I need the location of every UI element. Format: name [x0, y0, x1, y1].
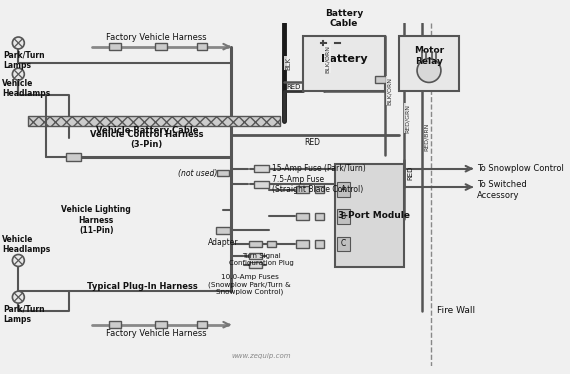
- Text: (not used): (not used): [178, 169, 218, 178]
- Bar: [335, 164, 404, 267]
- Text: Battery: Battery: [321, 53, 368, 64]
- Bar: [375, 76, 386, 83]
- Bar: [154, 43, 166, 50]
- Bar: [197, 43, 207, 50]
- Bar: [267, 241, 276, 247]
- Text: Park/Turn
Lamps: Park/Turn Lamps: [3, 304, 45, 324]
- Text: Vehicle
Headlamps: Vehicle Headlamps: [2, 79, 50, 98]
- Text: Park/Turn
Lamps: Park/Turn Lamps: [3, 50, 45, 70]
- Text: 7.5-Amp Fuse
(Straight Blade Control): 7.5-Amp Fuse (Straight Blade Control): [272, 175, 363, 194]
- Text: 10.0-Amp Fuses
(Snowplow Park/Turn &
Snowplow Control): 10.0-Amp Fuses (Snowplow Park/Turn & Sno…: [208, 274, 291, 295]
- Circle shape: [13, 68, 25, 80]
- Text: RED/GRN: RED/GRN: [405, 104, 410, 133]
- Text: A: A: [340, 185, 346, 194]
- Bar: [249, 262, 262, 268]
- Bar: [109, 43, 121, 50]
- Text: BLK/ORN: BLK/ORN: [386, 77, 392, 105]
- Bar: [337, 183, 349, 197]
- Text: 15-Amp Fuse (Park/Turn): 15-Amp Fuse (Park/Turn): [272, 164, 365, 173]
- Bar: [254, 165, 269, 172]
- Text: BLK: BLK: [285, 56, 291, 70]
- Text: RED: RED: [408, 166, 413, 181]
- Bar: [296, 213, 310, 220]
- Text: RED/BRN: RED/BRN: [424, 122, 429, 151]
- Text: www.zequip.com: www.zequip.com: [232, 353, 291, 359]
- Text: Adapter: Adapter: [207, 237, 238, 246]
- Bar: [27, 116, 280, 126]
- Bar: [315, 240, 324, 248]
- Text: RED: RED: [287, 84, 301, 90]
- Text: 3-Port Module: 3-Port Module: [338, 211, 410, 220]
- Text: To Snowplow Control: To Snowplow Control: [477, 164, 564, 173]
- Bar: [109, 322, 121, 328]
- Text: Typical Plug-In Harness: Typical Plug-In Harness: [87, 282, 198, 291]
- Text: To Switched
Accessory: To Switched Accessory: [477, 180, 527, 199]
- Bar: [296, 186, 310, 193]
- Bar: [315, 186, 324, 193]
- Bar: [197, 322, 207, 328]
- Text: BLK/ORN: BLK/ORN: [325, 45, 330, 73]
- Bar: [249, 241, 262, 247]
- Text: B: B: [341, 212, 346, 221]
- Text: Motor
Relay: Motor Relay: [414, 46, 444, 65]
- Text: Turn Signal
Configuration Plug: Turn Signal Configuration Plug: [229, 253, 294, 266]
- Bar: [215, 227, 230, 234]
- Text: Vehicle Battery Cable: Vehicle Battery Cable: [96, 126, 198, 135]
- Text: Vehicle Lighting
Harness
(11-Pin): Vehicle Lighting Harness (11-Pin): [62, 205, 131, 235]
- Circle shape: [13, 291, 25, 303]
- Text: C: C: [340, 239, 346, 248]
- Bar: [303, 36, 385, 91]
- Bar: [399, 36, 459, 91]
- Text: Factory Vehicle Harness: Factory Vehicle Harness: [105, 33, 206, 42]
- Text: RED: RED: [304, 138, 320, 147]
- Text: Battery
Cable: Battery Cable: [325, 9, 363, 28]
- Bar: [66, 153, 81, 161]
- Circle shape: [13, 254, 25, 266]
- Bar: [217, 170, 229, 177]
- Circle shape: [13, 37, 25, 49]
- Bar: [254, 181, 269, 188]
- Text: Fire Wall: Fire Wall: [437, 306, 475, 315]
- Bar: [249, 253, 262, 259]
- Text: Factory Vehicle Harness: Factory Vehicle Harness: [105, 329, 206, 338]
- Bar: [337, 237, 349, 251]
- Bar: [154, 322, 166, 328]
- Circle shape: [417, 59, 441, 82]
- Bar: [315, 213, 324, 220]
- Text: Vehicle
Headlamps: Vehicle Headlamps: [2, 234, 50, 254]
- Bar: [337, 209, 349, 224]
- Bar: [296, 240, 310, 248]
- Text: Vehicle Control Harness
(3-Pin): Vehicle Control Harness (3-Pin): [90, 130, 203, 150]
